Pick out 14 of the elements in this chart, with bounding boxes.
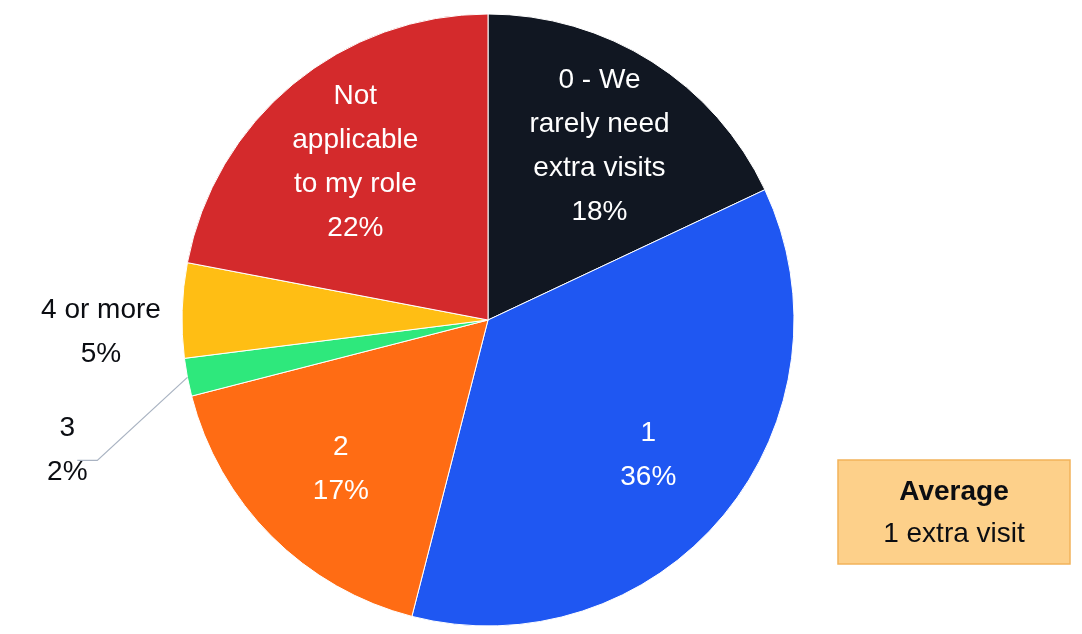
slice-label: 4 or more: [41, 293, 161, 325]
text: Average: [899, 475, 1009, 506]
slice-label: 1: [640, 415, 657, 447]
data-label: 22%: [327, 210, 384, 242]
slice-label: 3: [59, 411, 76, 443]
slice-label: 0 - We rarely need extra visits: [529, 63, 670, 183]
data-label: 18%: [571, 195, 628, 227]
data-label: 36%: [620, 459, 677, 491]
data-label: 2%: [47, 455, 88, 487]
data-label: 17%: [312, 474, 369, 506]
slice-label: Not applicable to my role: [292, 78, 419, 198]
data-label: 5%: [80, 337, 122, 369]
slice-label: 2: [333, 430, 349, 462]
text: 1 extra visit: [883, 517, 1026, 548]
